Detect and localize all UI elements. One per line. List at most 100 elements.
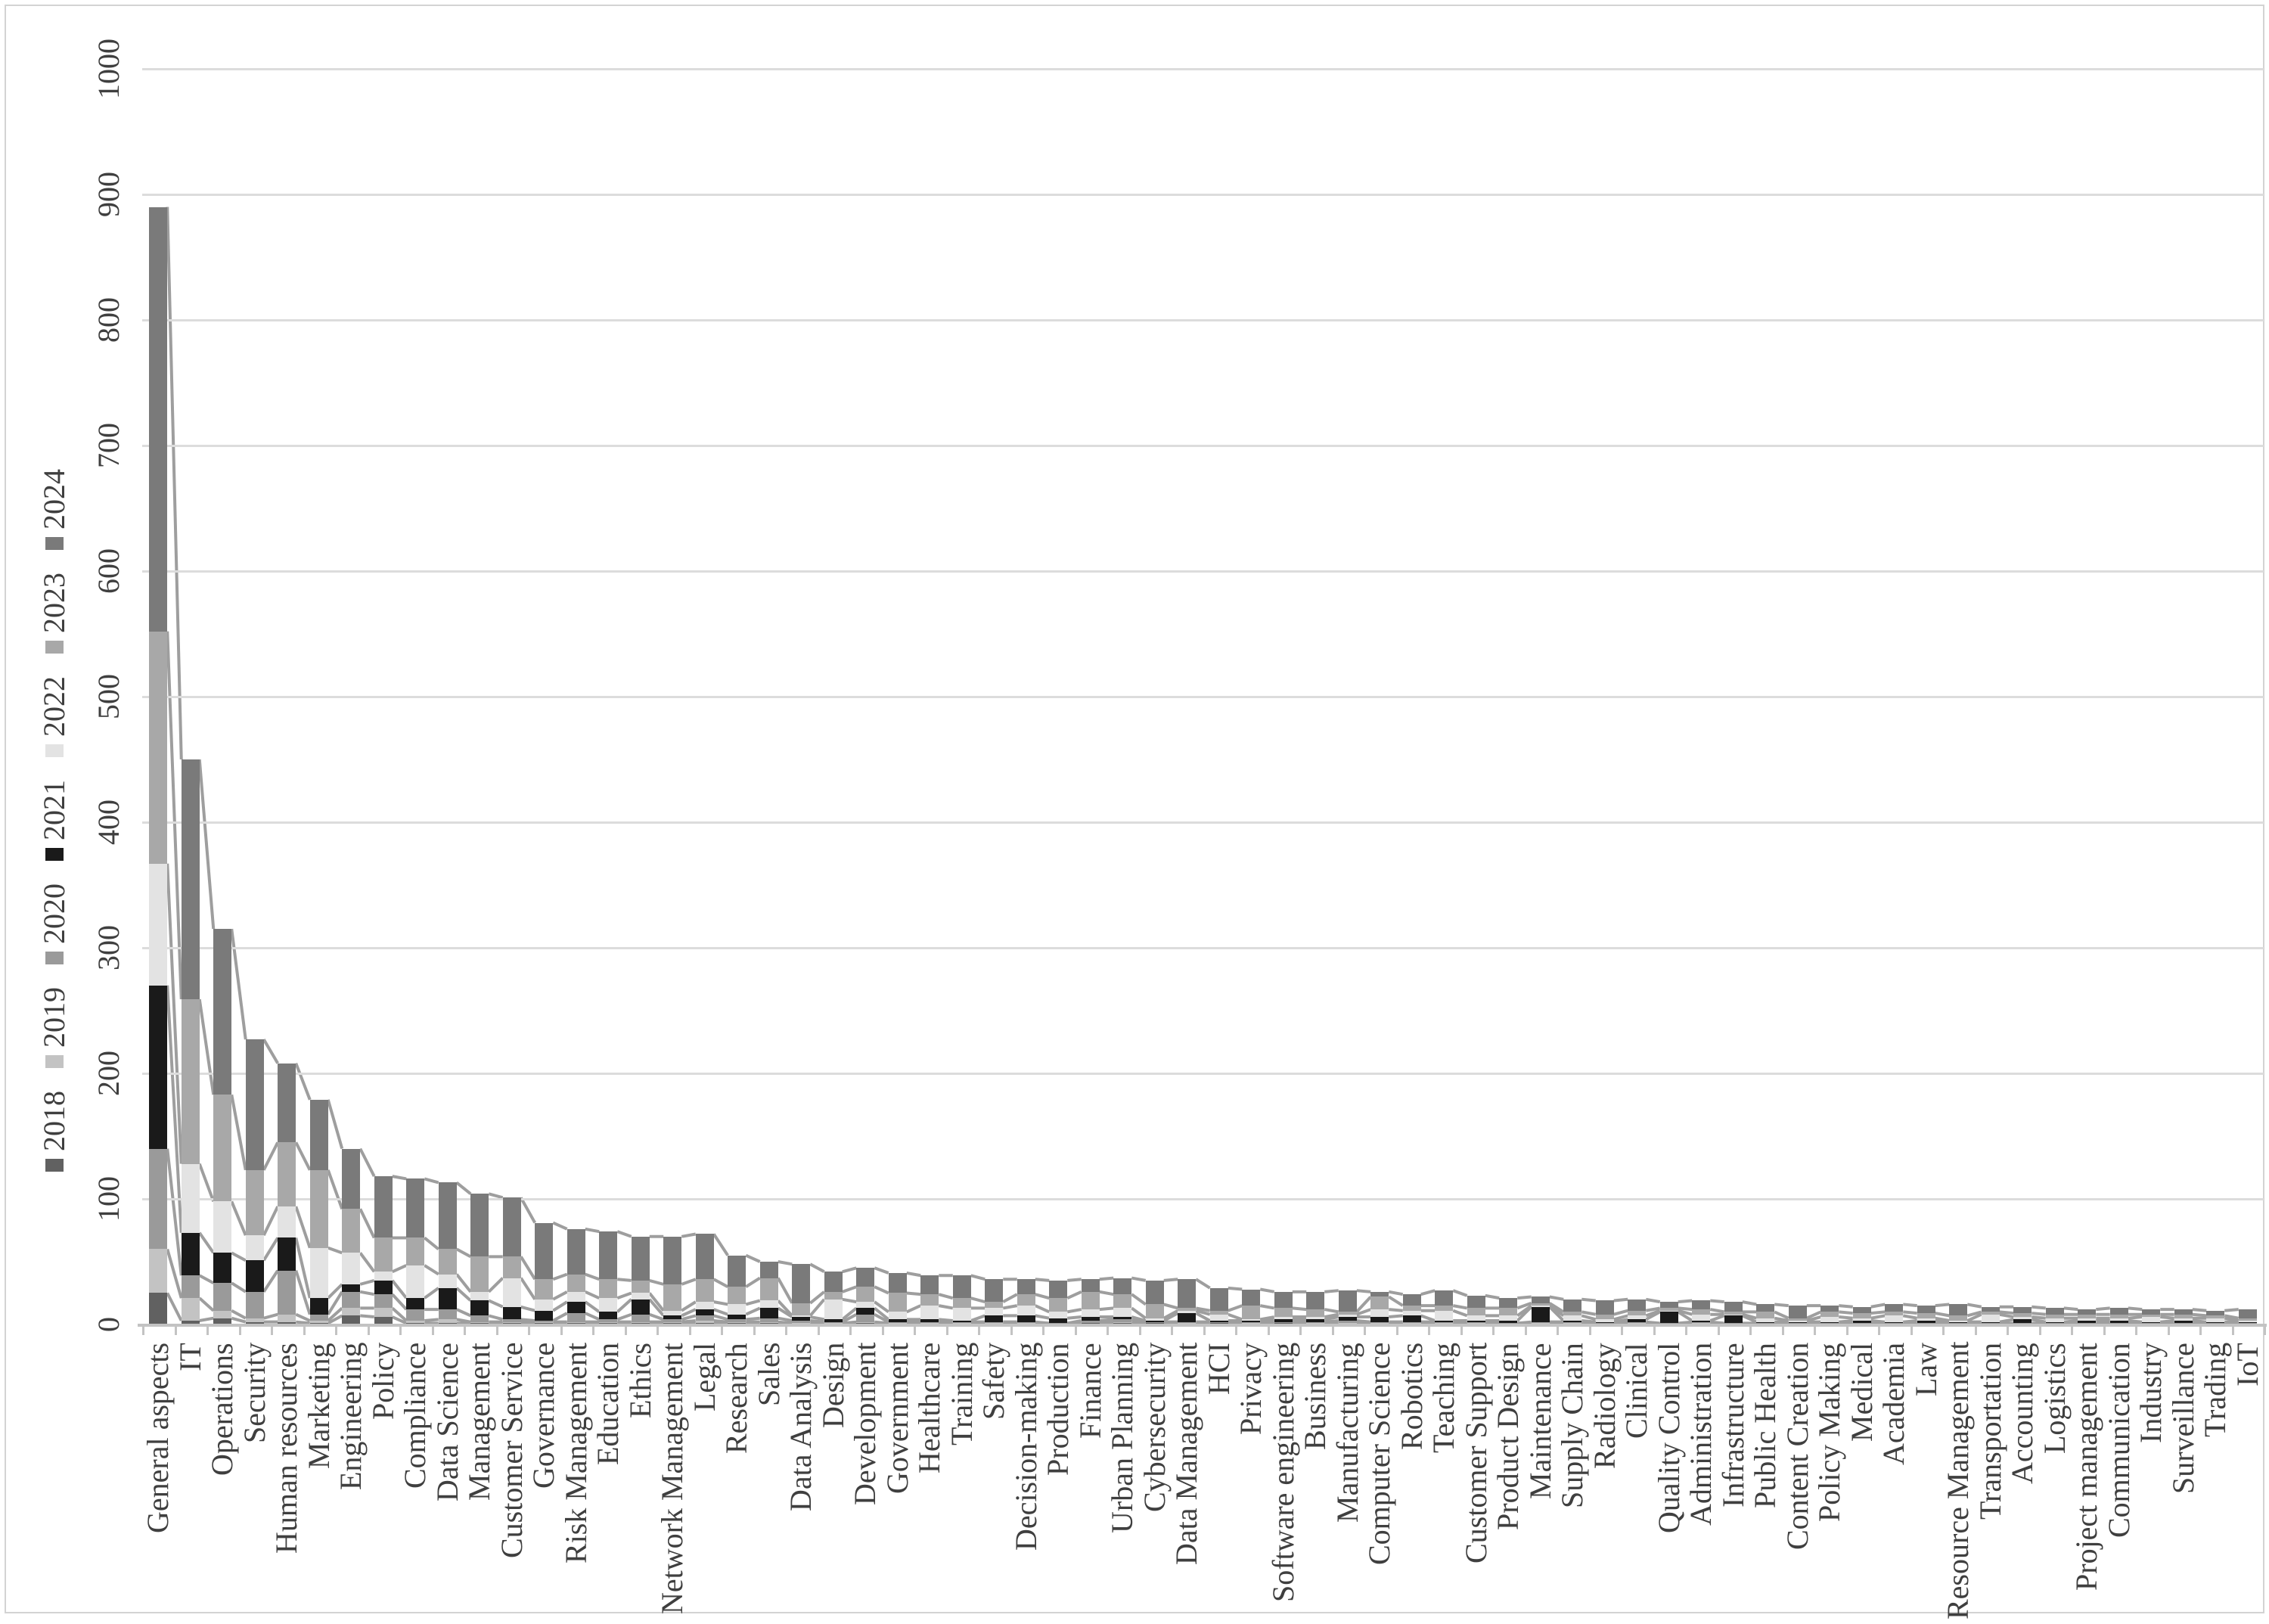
bar-segment-2021 xyxy=(2013,1319,2032,1324)
bar-segment-2024 xyxy=(1724,1302,1743,1312)
series-line xyxy=(552,1300,568,1312)
series-line xyxy=(1356,1289,1371,1293)
bar-segment-2022 xyxy=(888,1312,907,1320)
series-line xyxy=(1646,1320,1660,1325)
bar-segment-2022 xyxy=(2109,1318,2128,1321)
series-line xyxy=(1067,1315,1082,1320)
series-line xyxy=(1805,1310,1822,1320)
series-line xyxy=(2032,1312,2046,1316)
category-label: Customer Service xyxy=(494,1343,529,1559)
series-line xyxy=(713,1300,728,1306)
x-axis-tick xyxy=(721,1324,723,1335)
x-axis-tick xyxy=(1267,1324,1270,1335)
bar-segment-2021 xyxy=(245,1260,264,1292)
series-line xyxy=(1228,1312,1243,1321)
series-line xyxy=(1935,1303,1950,1308)
bar xyxy=(1209,1287,1228,1324)
bar-segment-2021 xyxy=(502,1306,521,1320)
bar-segment-2024 xyxy=(856,1268,875,1287)
bar-segment-2022 xyxy=(1628,1315,1647,1320)
series-line xyxy=(359,1147,376,1178)
bar xyxy=(695,1234,714,1324)
bar-segment-2020 xyxy=(599,1319,618,1322)
bar-segment-2020 xyxy=(1402,1321,1421,1324)
series-line xyxy=(2192,1312,2207,1318)
bar-segment-2022 xyxy=(278,1206,296,1238)
bar-segment-2020 xyxy=(278,1270,296,1315)
bar-segment-2019 xyxy=(631,1321,650,1324)
bar-segment-2019 xyxy=(309,1320,328,1324)
bar-segment-2020 xyxy=(470,1315,489,1322)
x-axis-tick xyxy=(1299,1324,1302,1335)
bar-segment-2024 xyxy=(2174,1309,2193,1315)
gridline xyxy=(142,193,2264,196)
series-line xyxy=(810,1319,824,1324)
series-line xyxy=(1517,1320,1532,1325)
series-line xyxy=(455,1273,472,1293)
bar-segment-2021 xyxy=(213,1253,232,1284)
series-line xyxy=(809,1298,826,1317)
bar-segment-2020 xyxy=(824,1321,843,1324)
bar-segment-2020 xyxy=(952,1321,971,1324)
bar xyxy=(1724,1302,1743,1324)
series-line xyxy=(2096,1306,2110,1312)
bar-segment-2023 xyxy=(856,1287,875,1303)
series-line xyxy=(552,1221,568,1231)
bar-segment-2021 xyxy=(1402,1315,1421,1322)
bar-segment-2023 xyxy=(1917,1313,1935,1318)
bar-segment-2022 xyxy=(213,1201,232,1253)
series-line xyxy=(1645,1310,1661,1321)
x-axis-tick xyxy=(914,1324,916,1335)
series-line xyxy=(294,1206,312,1249)
bar-segment-2020 xyxy=(406,1309,425,1321)
x-axis-tick xyxy=(2071,1324,2073,1335)
category-label: Development xyxy=(848,1343,883,1506)
bar-segment-2019 xyxy=(759,1321,778,1324)
series-line xyxy=(1452,1309,1468,1318)
bar-segment-2022 xyxy=(2078,1318,2097,1321)
series-line xyxy=(841,1312,858,1324)
series-line xyxy=(2192,1319,2207,1324)
series-line xyxy=(1195,1306,1211,1312)
series-line xyxy=(456,1318,471,1324)
legend-label: 2019 xyxy=(37,987,71,1048)
bar-segment-2021 xyxy=(1370,1317,1389,1322)
series-line xyxy=(423,1236,440,1250)
bar-segment-2020 xyxy=(309,1314,328,1321)
bar-segment-2023 xyxy=(920,1294,939,1306)
series-line xyxy=(1517,1295,1532,1300)
series-line xyxy=(1035,1320,1050,1325)
series-line xyxy=(1903,1303,1917,1308)
bar-segment-2023 xyxy=(1306,1309,1325,1318)
x-axis-tick xyxy=(431,1324,434,1335)
x-axis-tick xyxy=(335,1324,337,1335)
x-axis-tick xyxy=(1845,1324,1848,1335)
bar-segment-2021 xyxy=(1724,1315,1743,1324)
bar-segment-2022 xyxy=(1724,1314,1743,1316)
category-label: Ethics xyxy=(622,1343,657,1418)
bar-segment-2023 xyxy=(2206,1315,2225,1318)
bar xyxy=(663,1236,682,1324)
bar-segment-2023 xyxy=(2109,1314,2128,1318)
bar-segment-2021 xyxy=(599,1312,618,1320)
series-line xyxy=(231,1316,247,1324)
series-line xyxy=(809,1262,825,1274)
series-line xyxy=(1935,1312,1950,1318)
series-line xyxy=(2032,1315,2046,1320)
bar-segment-2023 xyxy=(1499,1308,1518,1316)
category-label: IoT xyxy=(2230,1343,2264,1386)
series-line xyxy=(455,1247,472,1259)
x-axis-tick xyxy=(1074,1324,1077,1335)
bar-segment-2020 xyxy=(1274,1321,1293,1324)
series-line xyxy=(1066,1319,1082,1325)
series-line xyxy=(1099,1276,1114,1281)
bar-segment-2019 xyxy=(149,1249,168,1293)
bar-segment-2020 xyxy=(792,1320,811,1324)
bar-segment-2023 xyxy=(1852,1313,1871,1318)
bar-segment-2023 xyxy=(1338,1312,1357,1315)
series-line xyxy=(1903,1310,1917,1315)
bar-segment-2021 xyxy=(824,1319,843,1322)
bar-segment-2018 xyxy=(374,1316,393,1324)
bar xyxy=(181,759,200,1324)
series-line xyxy=(1259,1315,1275,1321)
